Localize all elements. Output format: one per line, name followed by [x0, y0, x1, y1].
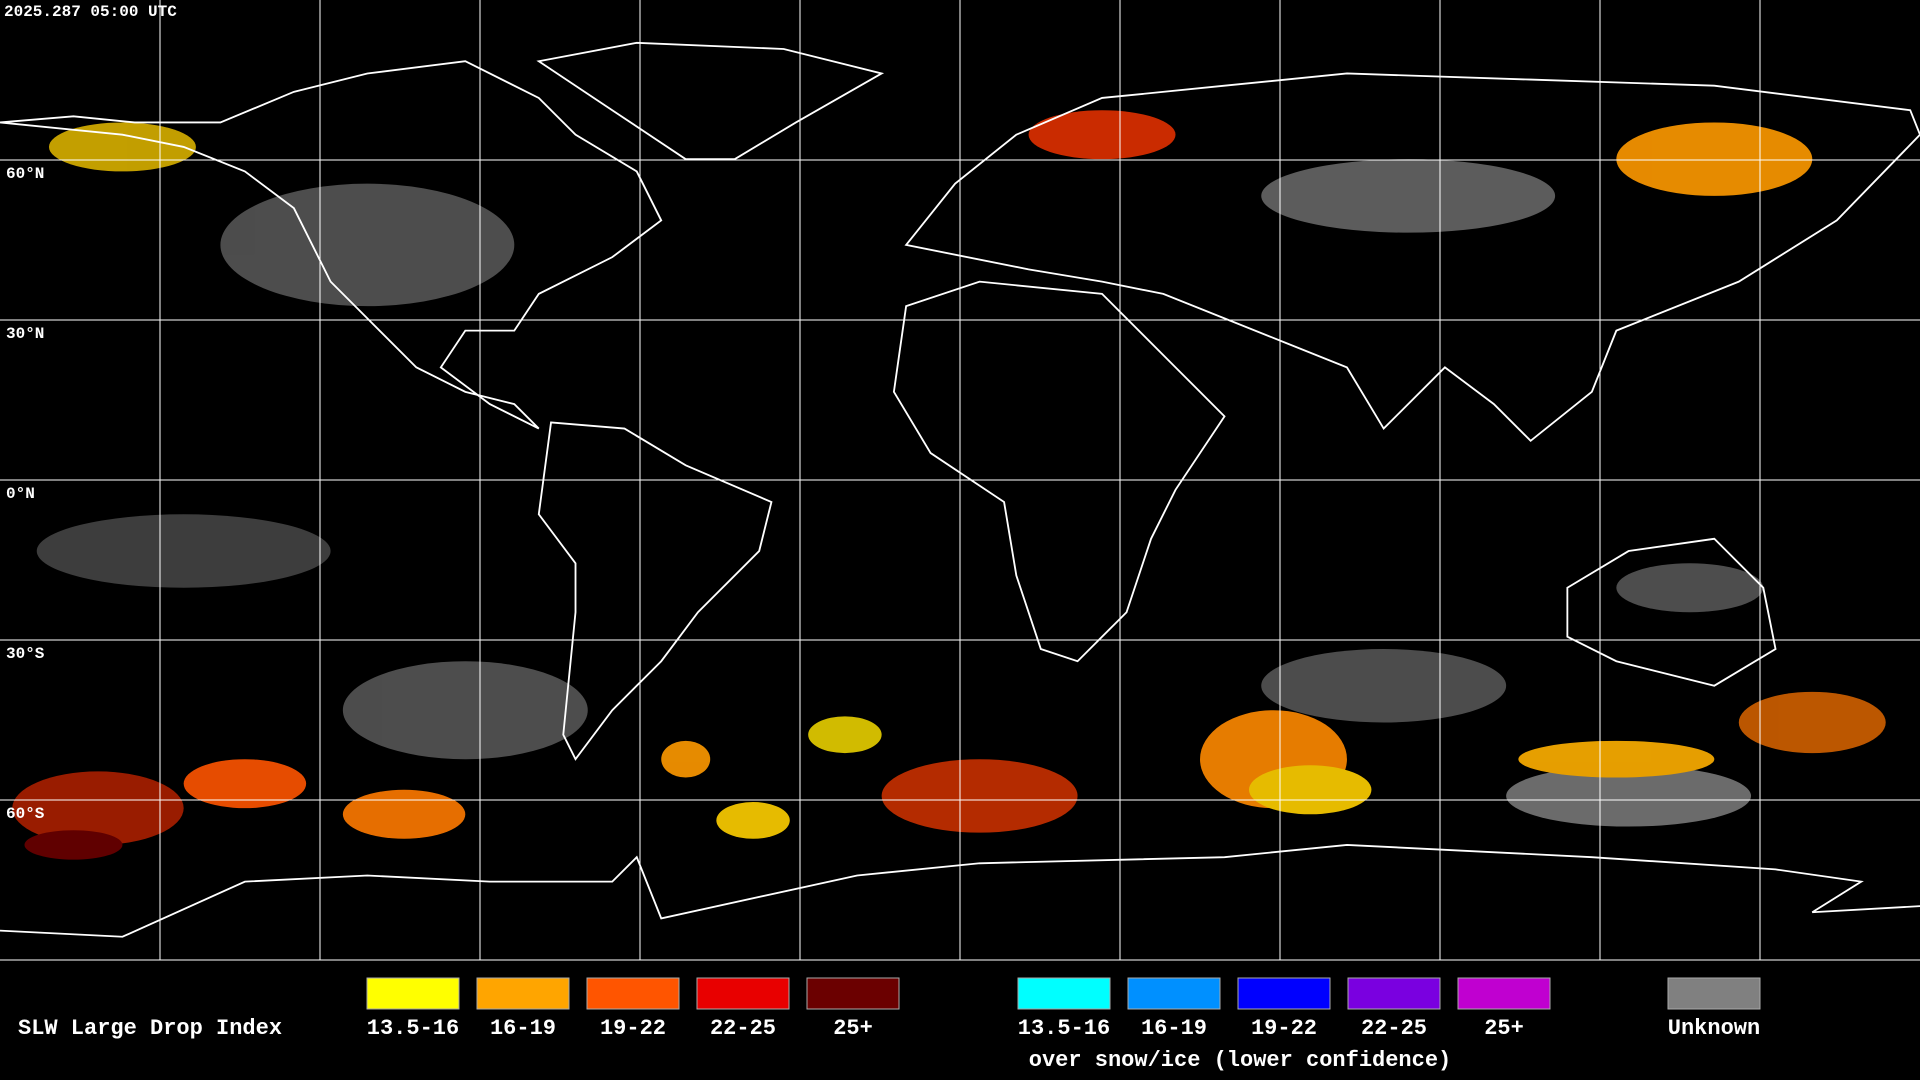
legend-title: SLW Large Drop Index	[18, 1016, 282, 1041]
timestamp: 2025.287 05:00 UTC	[4, 3, 177, 21]
latitude-labels: 60°N 30°N 0°N 30°S 60°S	[6, 165, 45, 823]
legend-swatch	[366, 977, 460, 1010]
latitude-label: 60°N	[6, 165, 44, 183]
latitude-label: 0°N	[6, 485, 35, 503]
legend-swatch	[1127, 977, 1221, 1010]
latitude-label: 60°S	[6, 805, 45, 823]
coastlines	[0, 41, 1920, 938]
legend-label: 19-22	[1251, 1016, 1317, 1041]
legend-label: 16-19	[490, 1016, 556, 1041]
legend-label: 19-22	[600, 1016, 666, 1041]
latitude-label: 30°S	[6, 645, 45, 663]
legend-swatch	[696, 977, 790, 1010]
legend-label: 25+	[833, 1016, 873, 1041]
legend-label: 16-19	[1141, 1016, 1207, 1041]
legend-swatch	[586, 977, 680, 1010]
legend-swatch	[1237, 977, 1331, 1010]
legend-swatch	[1017, 977, 1111, 1010]
legend-swatch	[1457, 977, 1551, 1010]
legend-swatch	[1667, 977, 1761, 1010]
legend-swatch	[1347, 977, 1441, 1010]
legend: 13.5-16 16-19 19-22 22-25 25+ 13.5-16 16-19 19-…	[366, 977, 1761, 1041]
legend-label: 13.5-16	[1018, 1016, 1110, 1041]
legend-label: 13.5-16	[367, 1016, 459, 1041]
legend-label: 22-25	[710, 1016, 776, 1041]
snow-caption: over snow/ice (lower confidence)	[1029, 1048, 1451, 1073]
legend-swatch	[476, 977, 570, 1010]
legend-label: Unknown	[1668, 1016, 1760, 1041]
legend-label: 25+	[1484, 1016, 1524, 1041]
cloud-fields	[12, 110, 1886, 860]
latitude-label: 30°N	[6, 325, 44, 343]
legend-swatch	[806, 977, 900, 1010]
graticule	[0, 0, 1920, 960]
legend-label: 22-25	[1361, 1016, 1427, 1041]
